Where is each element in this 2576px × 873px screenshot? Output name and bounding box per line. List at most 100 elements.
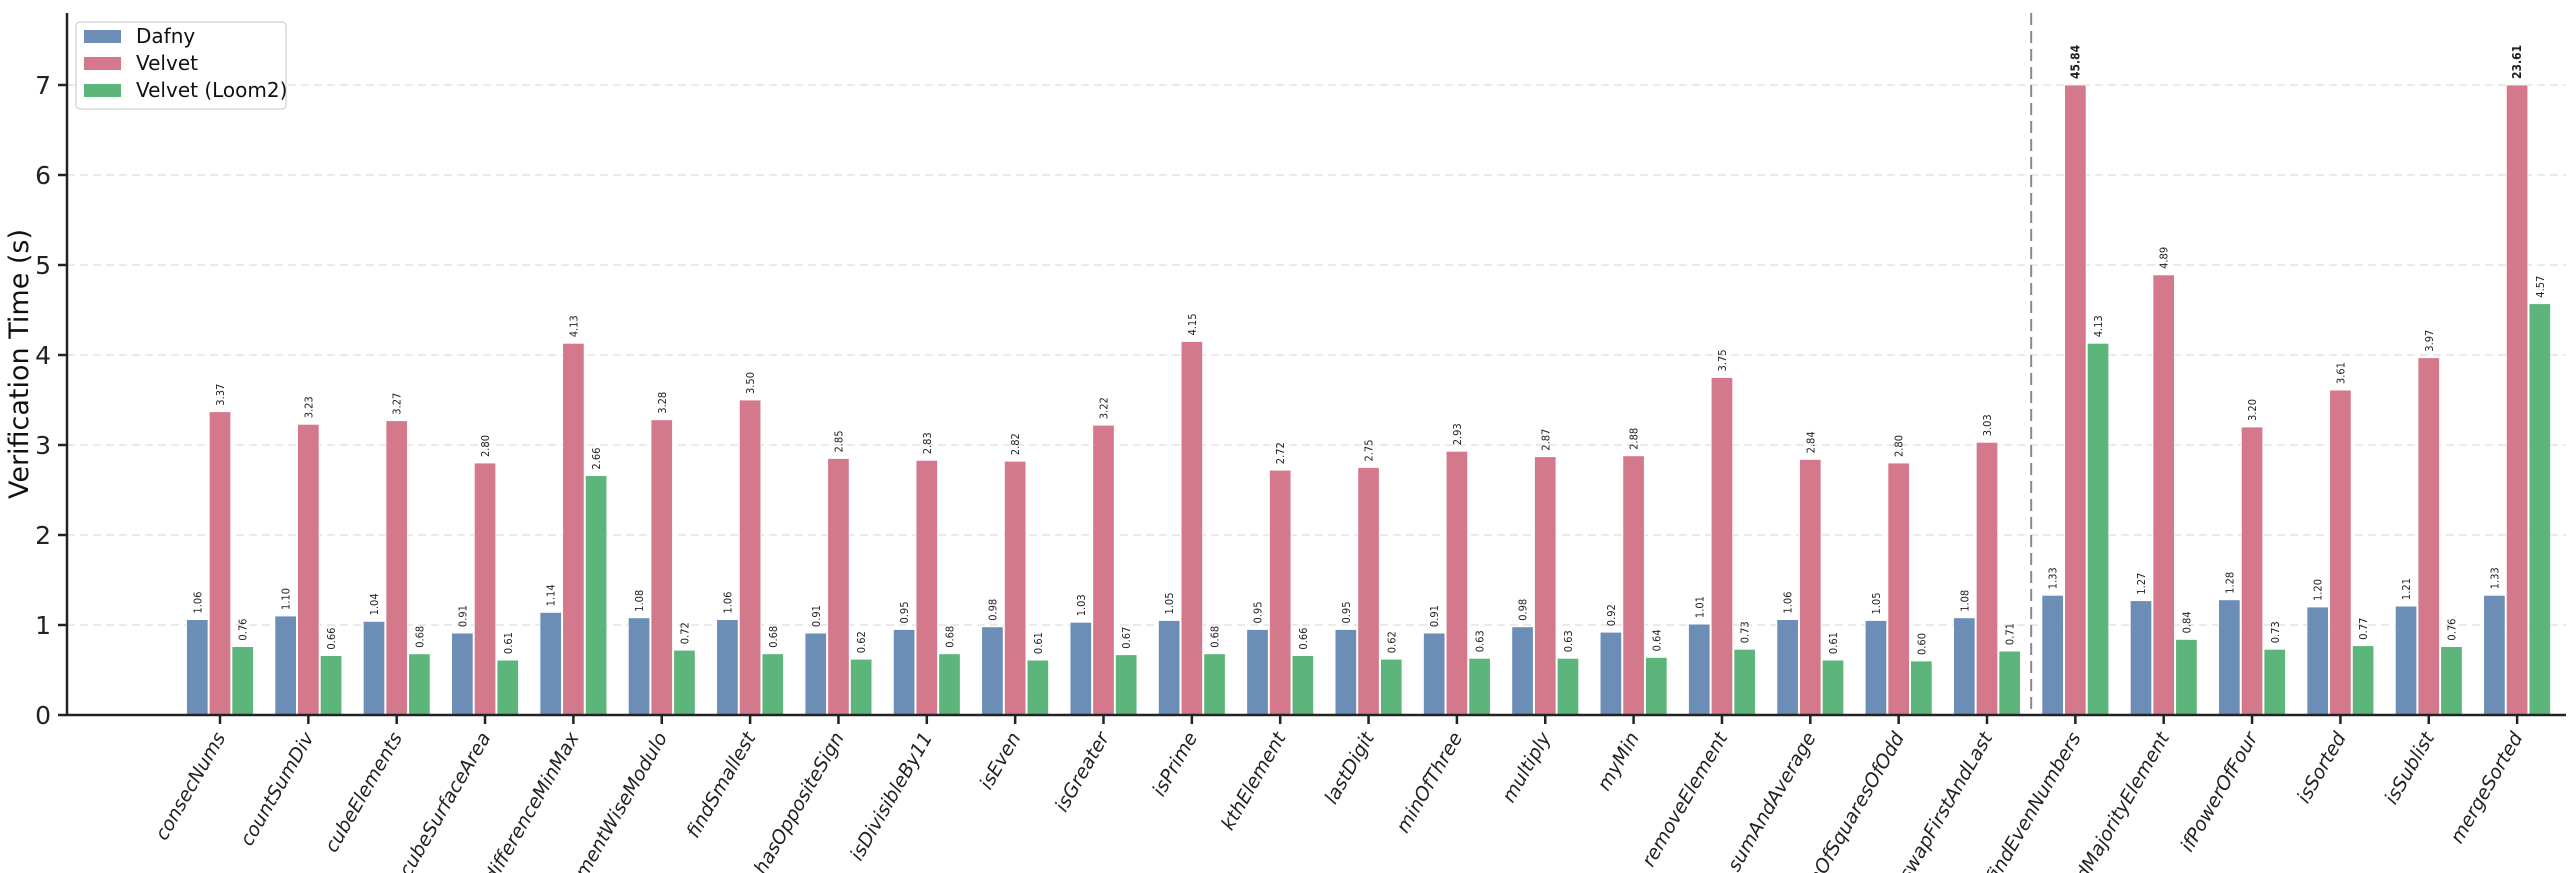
value-label: 0.98	[1517, 599, 1530, 621]
value-label: 4.13	[2092, 315, 2105, 337]
bar-velvet-countSumDiv	[297, 423, 320, 716]
value-label: 1.01	[1693, 596, 1706, 618]
value-label: 0.91	[810, 605, 823, 627]
y-tick-label: 1	[35, 611, 51, 640]
value-label: 2.80	[1893, 435, 1906, 457]
value-label: 0.66	[1297, 628, 1310, 650]
value-label: 0.98	[986, 599, 999, 621]
bar-dafny-swapFirstAndLast	[1953, 617, 1976, 716]
y-tick-label: 6	[35, 161, 51, 190]
value-label: 0.68	[944, 626, 957, 648]
value-label: 2.84	[1804, 431, 1817, 453]
value-label: 2.72	[1274, 442, 1287, 464]
gridlines	[67, 13, 2566, 715]
value-label: 0.68	[413, 626, 426, 648]
bar-dafny-elementWiseModulo	[627, 617, 651, 716]
value-label: 1.27	[2135, 573, 2148, 595]
bar-dafny-sumOfSquaresOfOdd	[1864, 620, 1888, 716]
bars	[186, 84, 2551, 716]
value-label: 23.61	[2510, 45, 2524, 79]
value-label: 0.91	[1428, 605, 1441, 627]
bar-dafny-kthElement	[1246, 629, 1269, 716]
y-axis-label: Verification Time (s)	[4, 229, 35, 499]
value-label: 4.89	[2158, 247, 2171, 269]
x-tick-label: isPrime	[1148, 729, 1202, 801]
value-label: 0.61	[1032, 632, 1045, 654]
bar-dafny-sumAndAverage	[1776, 619, 1799, 716]
y-tick-label: 2	[35, 521, 51, 550]
x-tick-label: isSublist	[2380, 727, 2439, 808]
bar-velvet-sumAndAverage	[1799, 458, 1822, 716]
bar-velvet-loom2-findEvenNumbers	[2086, 342, 2110, 716]
value-label: 0.67	[1120, 627, 1133, 649]
value-label: 0.62	[855, 631, 868, 653]
value-labels: 1.06 3.37 0.76 1.10 3.23 0.66 1.04 3.27 0.68 0.91…	[191, 44, 2547, 655]
bar-velvet-loom2-findMajorityElement	[2175, 639, 2198, 716]
value-label: 2.88	[1628, 428, 1641, 450]
bar-velvet-isPrime	[1180, 341, 1203, 716]
x-tick-label: findEvenNumbers	[1982, 728, 2086, 873]
bar-velvet-loom2-consecNums	[231, 646, 254, 716]
bar-velvet-isGreater	[1092, 424, 1115, 716]
value-label: 3.97	[2423, 330, 2436, 352]
legend-label: Dafny	[136, 24, 195, 48]
legend: Dafny Velvet Velvet (Loom2)	[75, 21, 287, 110]
x-tick-label: cubeSurfaceArea	[395, 729, 495, 873]
y-tick-label: 4	[35, 341, 51, 370]
legend-swatch	[84, 30, 121, 43]
bar-velvet-removeElement	[1710, 377, 1734, 716]
bar-dafny-hasOppositeSign	[804, 632, 827, 716]
bar-velvet-elementWiseModulo	[650, 419, 673, 716]
bar-velvet-findEvenNumbers	[2064, 84, 2087, 716]
value-label: 3.28	[656, 392, 669, 414]
value-label: 2.66	[590, 448, 603, 470]
value-label: 3.61	[2334, 362, 2347, 384]
x-tick-label: isEven	[975, 729, 1025, 794]
value-label: 1.04	[368, 593, 381, 615]
bar-dafny-isEven	[981, 626, 1004, 716]
bar-velvet-multiply	[1534, 456, 1557, 716]
bar-velvet-loom2-cubeElements	[408, 653, 431, 716]
value-label: 0.72	[678, 622, 691, 644]
value-label: 1.33	[2047, 567, 2060, 589]
bar-dafny-isSorted	[2306, 606, 2329, 716]
value-label: 1.06	[1782, 592, 1795, 614]
bar-velvet-cubeElements	[385, 420, 408, 716]
bar-velvet-isSublist	[2417, 357, 2440, 716]
value-label: 1.10	[280, 588, 293, 610]
value-label: 4.13	[567, 315, 580, 337]
bar-velvet-isSorted	[2329, 389, 2352, 716]
legend-label: Velvet (Loom2)	[136, 78, 287, 102]
bar-velvet-loom2-isGreater	[1115, 654, 1138, 716]
bar-dafny-multiply	[1511, 626, 1534, 716]
value-label: 0.76	[2445, 619, 2458, 641]
bar-velvet-lastDigit	[1357, 467, 1380, 716]
bar-dafny-myMin	[1599, 631, 1623, 716]
value-label: 3.75	[1716, 349, 1729, 371]
bar-velvet-loom2-myMin	[1645, 657, 1668, 716]
bar-velvet-loom2-cubeSurfaceArea	[496, 659, 519, 716]
legend-swatch	[84, 84, 121, 97]
x-tick-label: isSorted	[2293, 728, 2351, 807]
bar-velvet-loom2-kthElement	[1291, 655, 1315, 716]
value-label: 2.82	[1009, 433, 1022, 455]
value-label: 0.63	[1474, 630, 1487, 652]
bar-velvet-myMin	[1622, 455, 1645, 716]
value-label: 0.84	[2180, 611, 2193, 633]
x-tick-label: hasOppositeSign	[750, 729, 849, 873]
value-label: 0.61	[1827, 632, 1840, 654]
value-label: 1.05	[1163, 592, 1176, 614]
bar-velvet-loom2-isPrime	[1203, 653, 1226, 716]
value-label: 3.03	[1981, 414, 1994, 436]
x-tick-label: multiply	[1498, 728, 1556, 806]
x-tick-label: isDivisibleBy11	[846, 729, 937, 865]
bar-dafny-isGreater	[1069, 621, 1092, 716]
bar-velvet-loom2-differenceMinMax	[584, 475, 608, 716]
bar-dafny-differenceMinMax	[539, 612, 562, 716]
bar-dafny-minOfThree	[1423, 632, 1446, 716]
value-label: 0.60	[1915, 633, 1928, 655]
value-label: 1.28	[2223, 572, 2236, 594]
x-tick-label: minOfThree	[1392, 729, 1467, 837]
value-label: 1.08	[1958, 590, 1971, 612]
value-label: 0.68	[767, 626, 780, 648]
